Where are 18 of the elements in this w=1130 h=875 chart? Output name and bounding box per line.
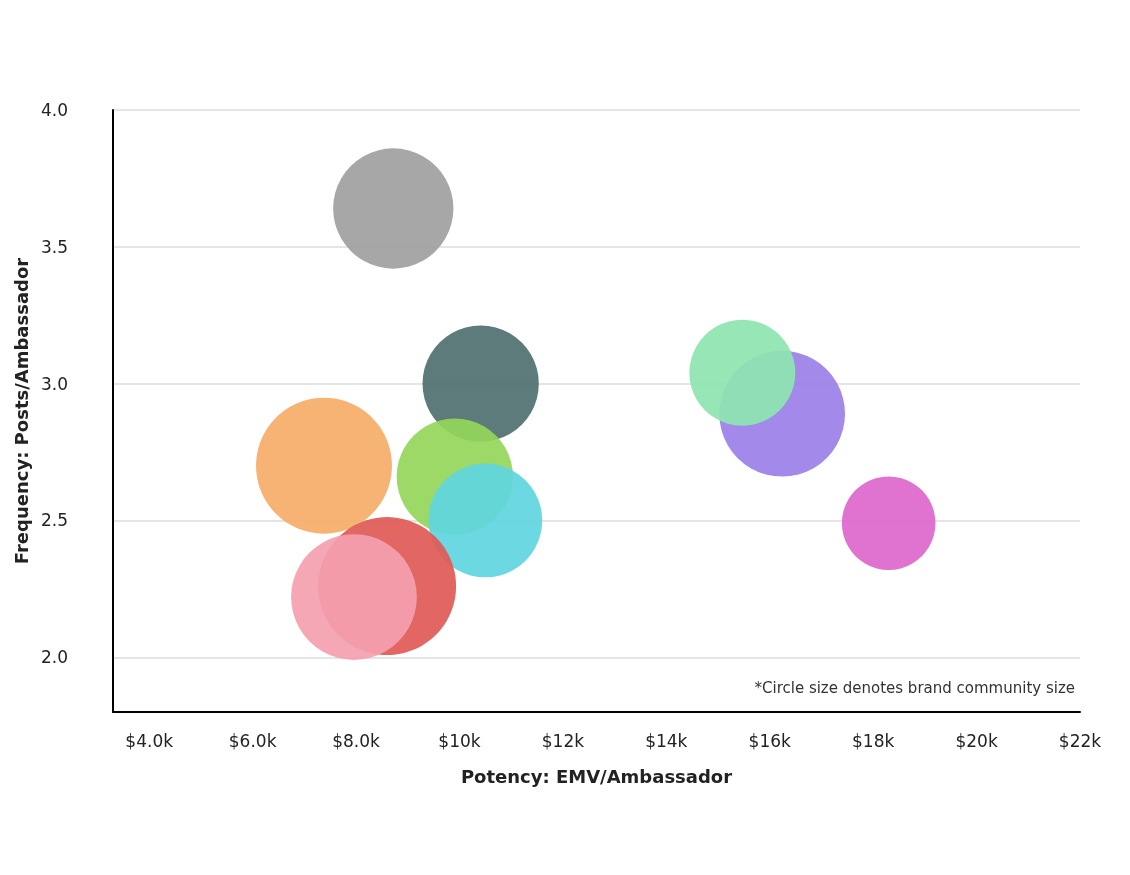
y-tick-label: 2.0 (40, 647, 68, 668)
x-tick-label: $22k (1058, 730, 1102, 751)
x-axis-title: Potency: EMV/Ambassador (460, 765, 733, 787)
y-tick-label: 2.5 (40, 510, 68, 531)
x-tick-label: $6.0k (228, 730, 277, 751)
x-tick-label: $10k (438, 730, 481, 751)
annotation: *Circle size denotes brand community size (754, 678, 1075, 697)
x-tick-label: $16k (748, 730, 792, 751)
x-tick-label: $4.0k (125, 730, 174, 751)
x-tick-label: $14k (645, 730, 688, 751)
x-tick-label: $12k (541, 730, 585, 751)
x-tick-label: $8.0k (332, 730, 381, 751)
y-tick-label: 3.5 (40, 236, 68, 257)
x-tick-label: $20k (955, 730, 998, 751)
y-tick-label: 3.0 (40, 373, 68, 394)
x-tick-label: $18k (852, 730, 895, 751)
y-tick-label: 4.0 (40, 100, 68, 120)
y-axis-title: Frequency: Posts/Ambassador (10, 257, 32, 565)
